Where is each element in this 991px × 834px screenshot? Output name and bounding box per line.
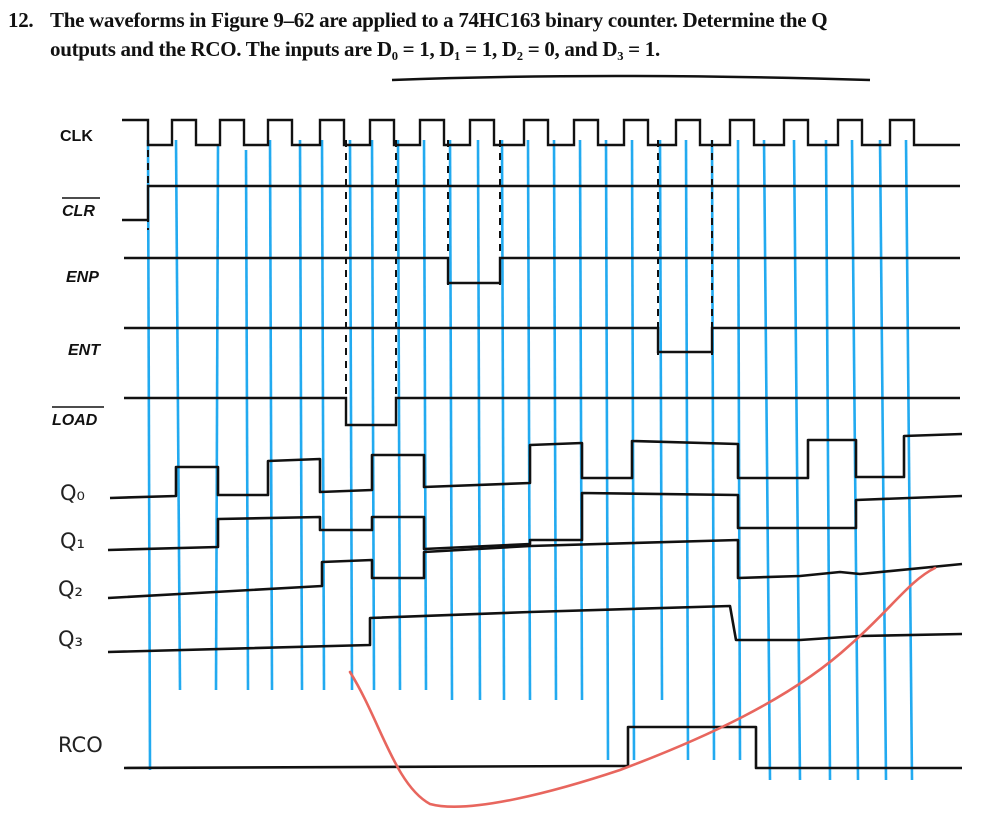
rco-waveform xyxy=(123,725,962,770)
q2-label: Q₂ xyxy=(58,577,83,601)
problem-line-1: The waveforms in Figure 9–62 are applied… xyxy=(50,8,828,32)
q2-waveform xyxy=(107,538,963,600)
handwritten-underline xyxy=(391,74,871,82)
q0-waveform xyxy=(109,432,963,500)
problem-number: 12. xyxy=(8,8,34,32)
rco-label: RCO xyxy=(58,733,103,757)
load-label: LOAD xyxy=(52,412,98,429)
clk-label: CLK xyxy=(60,128,93,145)
q1-label: Q₁ xyxy=(60,529,85,553)
q3-waveform xyxy=(107,604,963,654)
dashed-reference-lines xyxy=(147,140,713,420)
clr-label: CLR xyxy=(62,203,95,220)
load-waveform xyxy=(124,396,960,427)
blue-guide-lines xyxy=(146,139,914,781)
red-annotation-curve xyxy=(348,566,937,808)
enp-waveform xyxy=(124,256,960,285)
q0-label: Q₀ xyxy=(60,481,85,505)
problem-line-2: outputs and the RCO. The inputs are D₀ =… xyxy=(50,37,660,61)
ent-waveform xyxy=(124,326,960,354)
q1-waveform xyxy=(107,491,963,552)
q3-label: Q₃ xyxy=(58,627,83,651)
problem-statement: 12. The waveforms in Figure 9–62 are appl… xyxy=(8,6,983,64)
clr-waveform xyxy=(122,184,960,222)
clk-waveform xyxy=(122,118,960,147)
enp-label: ENP xyxy=(66,269,99,286)
ent-label: ENT xyxy=(68,342,101,359)
